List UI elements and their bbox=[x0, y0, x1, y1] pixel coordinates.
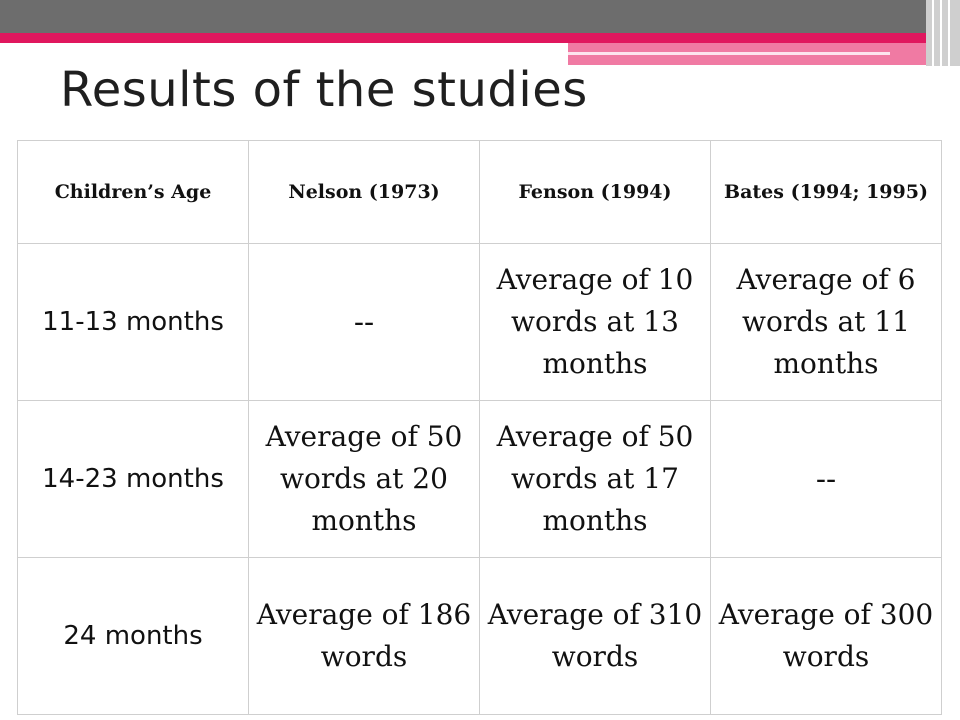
cell-nelson: Average of 50 words at 20 months bbox=[248, 400, 480, 558]
cell-fenson: Average of 50 words at 17 months bbox=[479, 400, 711, 558]
cell-age: 11-13 months bbox=[17, 243, 249, 401]
slide-corner-decoration bbox=[926, 0, 960, 66]
table-row: 11-13 months -- Average of 10 words at 1… bbox=[17, 243, 942, 401]
slide-accent-line bbox=[0, 33, 960, 43]
table-header-row: Children’s Age Nelson (1973) Fenson (199… bbox=[17, 140, 942, 244]
cell-nelson: -- bbox=[248, 243, 480, 401]
header-childrens-age: Children’s Age bbox=[17, 140, 249, 244]
table-row: 14-23 months Average of 50 words at 20 m… bbox=[17, 400, 942, 558]
cell-age: 24 months bbox=[17, 557, 249, 715]
header-nelson-1973: Nelson (1973) bbox=[248, 140, 480, 244]
cell-bates: Average of 6 words at 11 months bbox=[710, 243, 942, 401]
cell-bates: Average of 300 words bbox=[710, 557, 942, 715]
cell-fenson: Average of 10 words at 13 months bbox=[479, 243, 711, 401]
results-table: Children’s Age Nelson (1973) Fenson (199… bbox=[17, 140, 942, 715]
cell-age: 14-23 months bbox=[17, 400, 249, 558]
cell-bates: -- bbox=[710, 400, 942, 558]
slide-accent-highlight bbox=[568, 52, 890, 55]
slide-header-bar bbox=[0, 0, 960, 33]
cell-nelson: Average of 186 words bbox=[248, 557, 480, 715]
header-fenson-1994: Fenson (1994) bbox=[479, 140, 711, 244]
cell-fenson: Average of 310 words bbox=[479, 557, 711, 715]
slide-title: Results of the studies bbox=[60, 62, 588, 118]
table-row: 24 months Average of 186 words Average o… bbox=[17, 557, 942, 715]
header-bates-1994-1995: Bates (1994; 1995) bbox=[710, 140, 942, 244]
